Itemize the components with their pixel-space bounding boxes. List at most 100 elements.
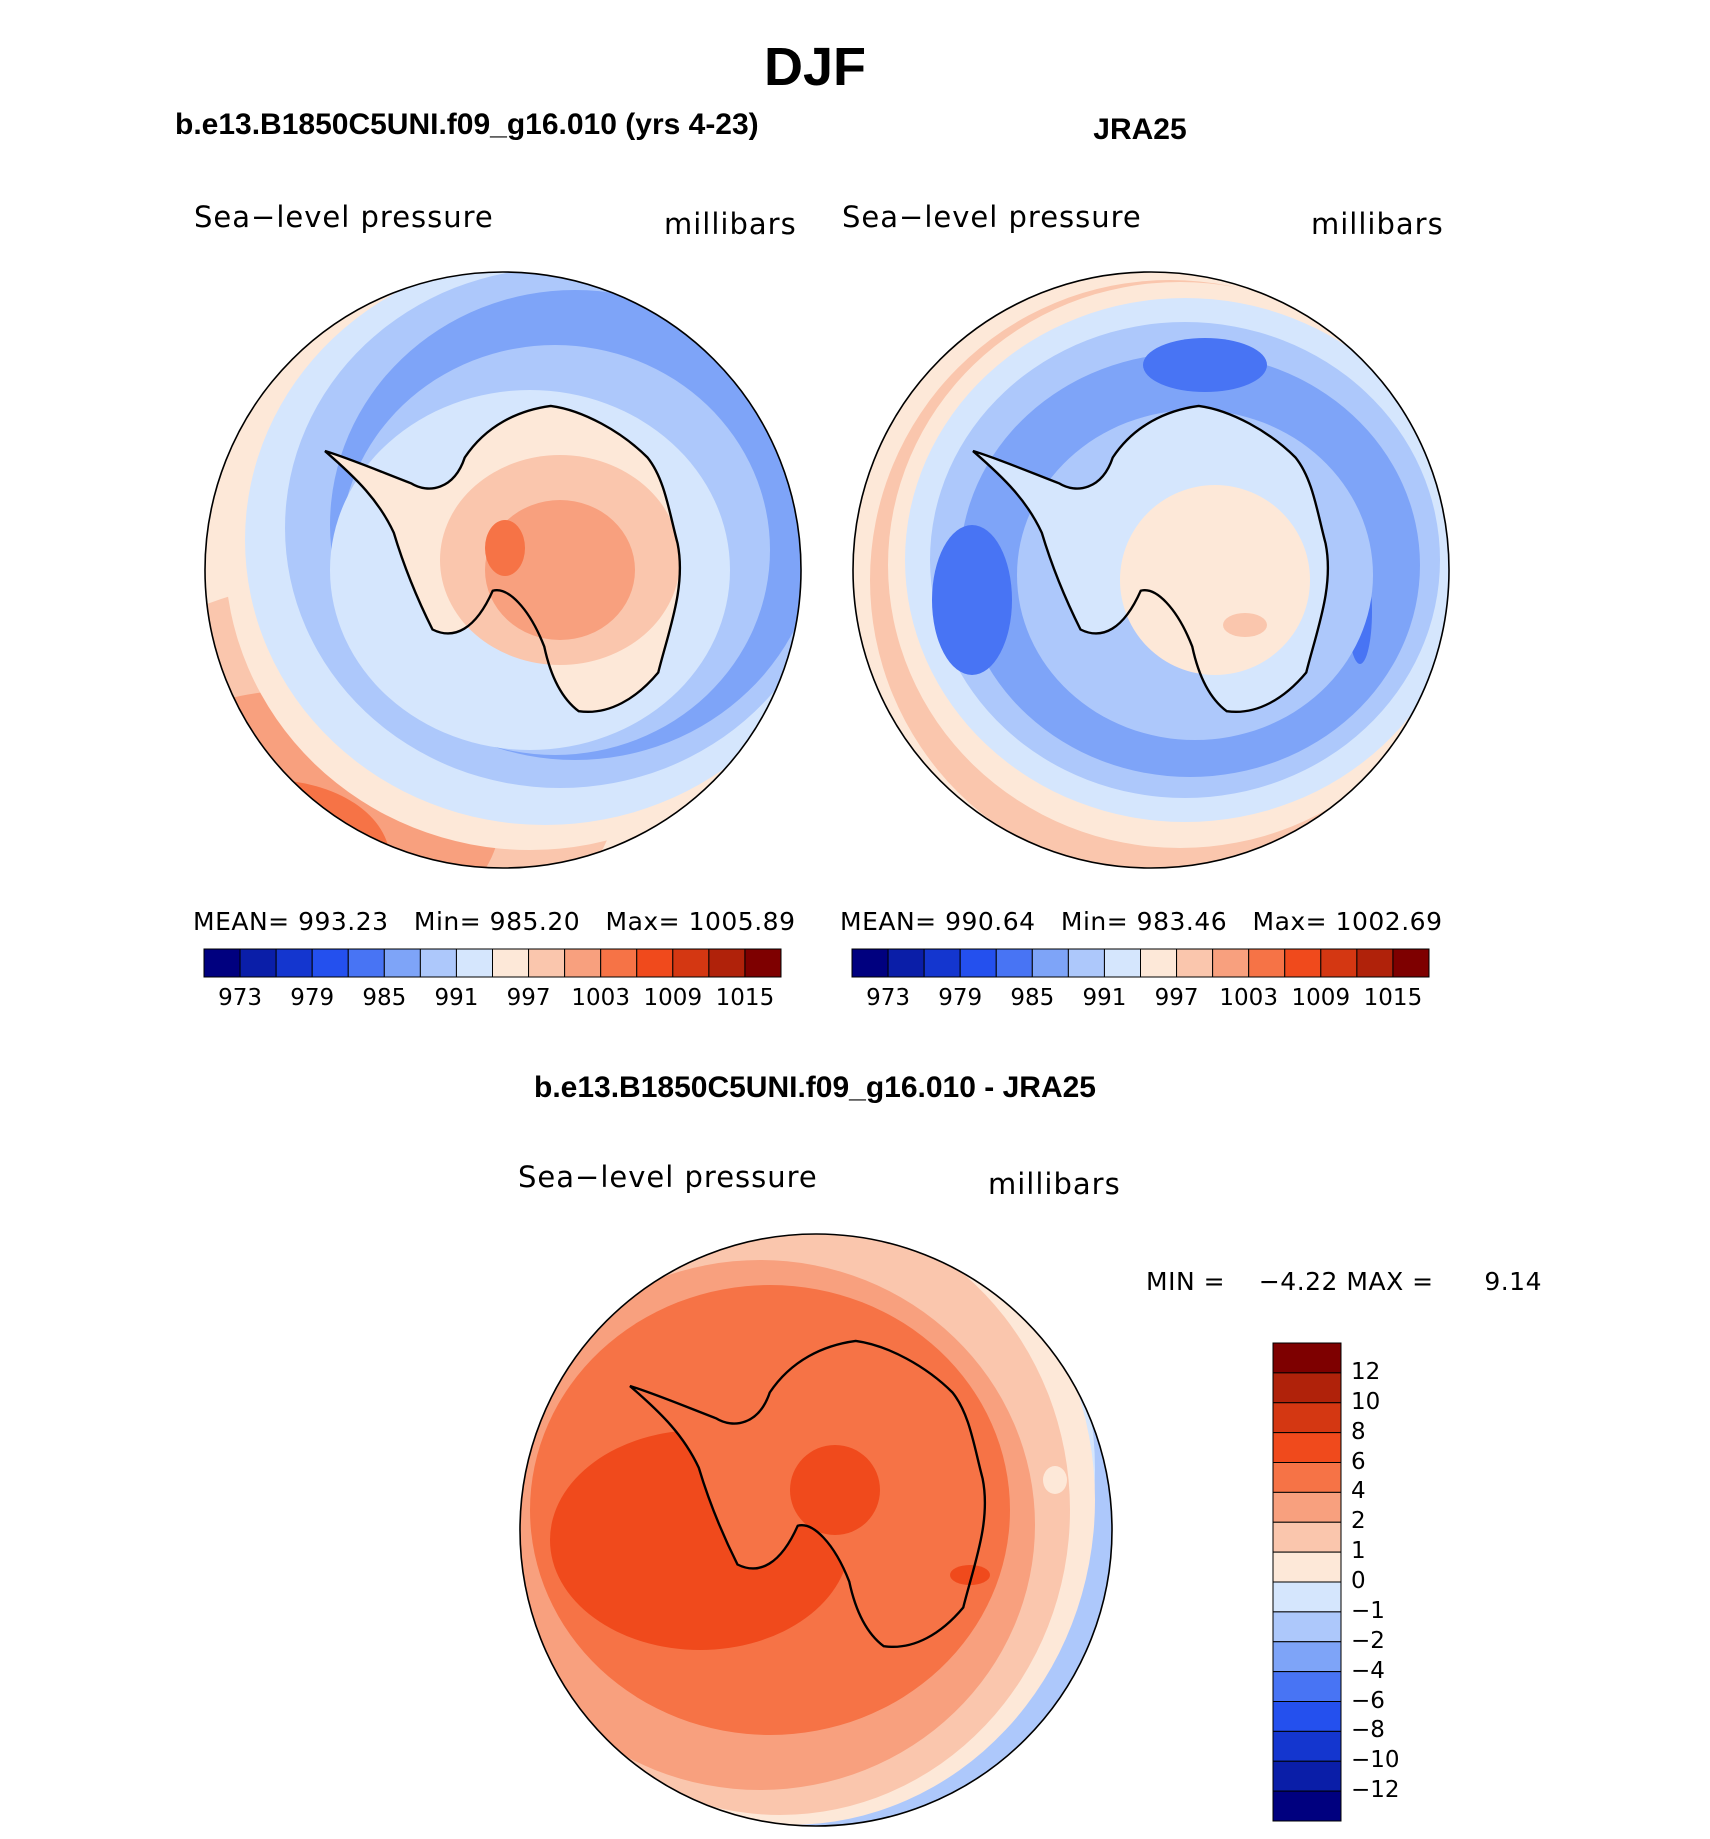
panel-model-title: b.e13.B1850C5UNI.f09_g16.010 (yrs 4-23) <box>175 108 759 141</box>
colorbar-tick-label: −4 <box>1351 1657 1385 1684</box>
colorbar-swatch <box>1031 948 1069 978</box>
colorbar-tick-label: −6 <box>1351 1687 1385 1714</box>
colorbar-tick-label: −10 <box>1351 1747 1400 1774</box>
difference-title: b.e13.B1850C5UNI.f09_g16.010 - JRA25 <box>534 1071 1096 1104</box>
colorbar-swatch <box>1272 1611 1342 1643</box>
colorbar-swatch <box>528 948 566 978</box>
colorbar-swatch <box>311 948 349 978</box>
colorbar-tick-label: 6 <box>1351 1448 1366 1475</box>
colorbar-swatch <box>1272 1730 1342 1762</box>
colorbar-swatch <box>1272 1491 1342 1523</box>
mean-value: 990.64 <box>945 907 1036 936</box>
colorbar-swatch <box>1272 1701 1342 1732</box>
colorbar-swatch <box>1320 948 1358 978</box>
colorbar-tick-label: 1003 <box>571 985 630 1011</box>
colorbar-tick-label: −2 <box>1351 1627 1385 1654</box>
colorbar-tick-label: 1015 <box>715 985 775 1011</box>
colorbar-swatch <box>600 948 638 978</box>
colorbar-swatch <box>347 948 385 978</box>
colorbar-tick-label: 0 <box>1351 1568 1366 1594</box>
colorbar-swatch <box>1103 948 1141 978</box>
colorbar-swatch <box>959 948 997 978</box>
max-label: Max= <box>1252 907 1328 936</box>
colorbar-swatch <box>203 948 241 978</box>
panel-obs-units-label: millibars <box>1311 207 1444 241</box>
colorbar-tick-label: 973 <box>218 985 263 1011</box>
colorbar-tick-label: 997 <box>1154 985 1199 1011</box>
colorbar-swatch <box>1272 1342 1342 1374</box>
colorbar-tick-label: 979 <box>290 985 335 1011</box>
colorbar-swatch <box>708 948 746 978</box>
colorbar-swatch <box>1272 1641 1342 1673</box>
max-label: Max= <box>605 907 681 936</box>
colorbar-tick-label: 973 <box>866 985 911 1011</box>
max-label: MAX = <box>1346 1267 1434 1296</box>
colorbar-swatch <box>455 948 493 978</box>
difference-units-label: millibars <box>988 1167 1121 1201</box>
colorbar-swatch <box>851 948 889 978</box>
colorbar-tick-label: −12 <box>1351 1777 1400 1804</box>
colorbar-swatch <box>1140 948 1178 978</box>
colorbar-swatch <box>1272 1671 1342 1702</box>
colorbar-swatch <box>275 948 313 978</box>
min-value: −4.22 <box>1258 1267 1338 1296</box>
figure-title: DJF <box>763 37 866 97</box>
colorbar-tick-label: 1 <box>1351 1538 1366 1565</box>
colorbar-swatch <box>1392 948 1430 978</box>
colorbar-swatch <box>1272 1581 1342 1613</box>
panel-obs-title: JRA25 <box>1093 113 1187 146</box>
difference-stats: MIN = −4.22 MAX = 9.14 <box>1146 1267 1542 1296</box>
colorbar-tick-label: 1009 <box>643 985 703 1011</box>
panel-model-stats: MEAN= 993.23 Min= 985.20 Max= 1005.89 <box>193 907 795 936</box>
colorbar-swatch <box>1356 948 1394 978</box>
colorbar-swatch <box>1272 1402 1342 1434</box>
mean-label: MEAN= <box>840 907 937 936</box>
colorbar-tick-label: 985 <box>362 985 407 1011</box>
colorbar-tick-label: 991 <box>1082 985 1127 1011</box>
mean-value: 993.23 <box>298 907 389 936</box>
min-label: Min= <box>413 907 482 936</box>
colorbar-tick-label: 1015 <box>1363 985 1423 1011</box>
colorbar-tick-label: 4 <box>1351 1478 1366 1505</box>
max-value: 9.14 <box>1484 1267 1542 1296</box>
panel-obs-stats: MEAN= 990.64 Min= 983.46 Max= 1002.69 <box>840 907 1442 936</box>
colorbar-swatch <box>1272 1551 1342 1583</box>
colorbar-swatch <box>1272 1521 1342 1553</box>
map-difference <box>519 1233 1113 1827</box>
colorbar-tick-label: 985 <box>1010 985 1055 1011</box>
colorbar-swatch <box>1272 1760 1342 1792</box>
max-value: 1002.69 <box>1335 907 1443 936</box>
colorbar-swatch <box>492 948 530 978</box>
colorbar-tick-label: −1 <box>1351 1597 1385 1624</box>
colorbar-tick-label: −8 <box>1351 1717 1385 1744</box>
colorbar-tick-label: 1009 <box>1291 985 1351 1011</box>
colorbar-tick-label: 8 <box>1351 1418 1366 1445</box>
max-value: 1005.89 <box>688 907 796 936</box>
colorbar-tick-label: 1003 <box>1219 985 1278 1011</box>
colorbar-swatch <box>923 948 961 978</box>
colorbar-tick-label: 2 <box>1351 1508 1366 1535</box>
colorbar-swatch <box>383 948 421 978</box>
colorbar-tick-label: 979 <box>938 985 983 1011</box>
colorbar-obs <box>851 948 1430 978</box>
colorbar-swatch <box>1212 948 1250 978</box>
colorbar-swatch <box>1272 1432 1342 1463</box>
colorbar-tick-label: 997 <box>506 985 551 1011</box>
colorbar-tick-label: 991 <box>434 985 479 1011</box>
panel-model-variable-label: Sea−level pressure <box>194 200 494 234</box>
colorbar-swatch <box>887 948 925 978</box>
colorbar-swatch <box>1248 948 1286 978</box>
colorbar-swatch <box>995 948 1033 978</box>
map-obs <box>852 271 1450 869</box>
colorbar-swatch <box>239 948 277 978</box>
colorbar-swatch <box>1272 1462 1342 1493</box>
colorbar-swatch <box>1176 948 1214 978</box>
colorbar-swatch <box>1272 1372 1342 1404</box>
min-value: 985.20 <box>489 907 581 936</box>
colorbar-swatch <box>419 948 457 978</box>
colorbar-tick-label: 12 <box>1351 1358 1381 1385</box>
colorbar-swatch <box>564 948 602 978</box>
colorbar-swatch <box>1284 948 1322 978</box>
colorbar-swatch <box>1067 948 1105 978</box>
